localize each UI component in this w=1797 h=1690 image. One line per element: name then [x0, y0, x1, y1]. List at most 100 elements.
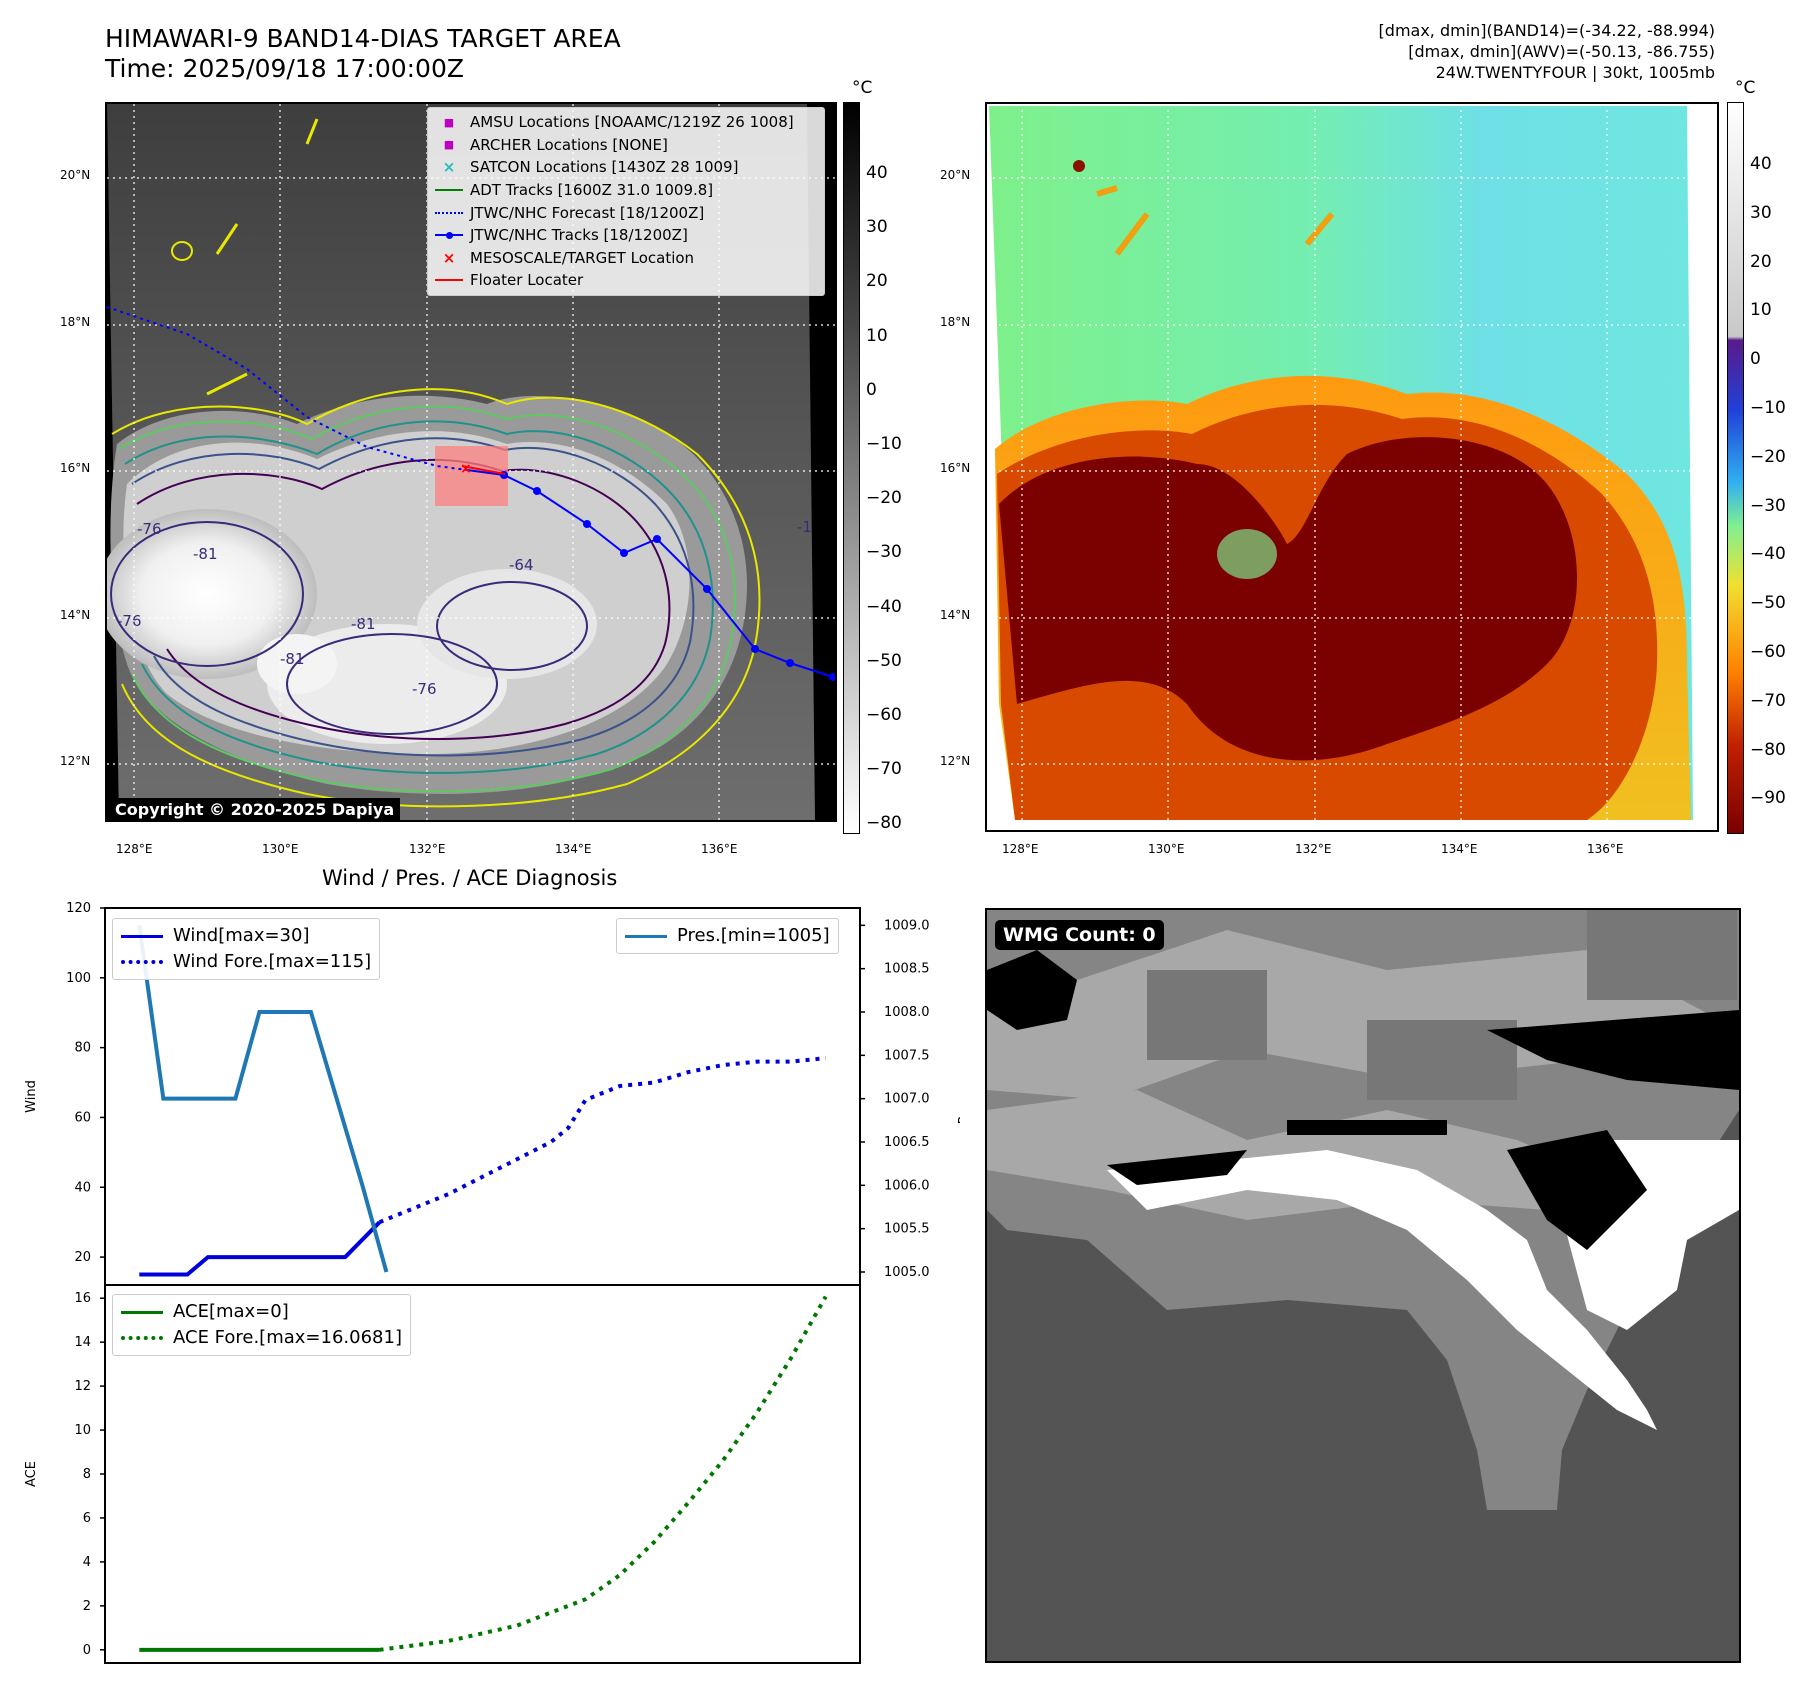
y-tick-label: 20: [74, 1250, 91, 1265]
lon-label: 134°E: [1441, 842, 1478, 856]
legend-item-ace: ACE[max=0]: [121, 1299, 402, 1325]
contour-label: -81: [351, 615, 376, 633]
y-tick-label: 8: [83, 1467, 91, 1482]
square-marker-icon: ■: [443, 138, 455, 152]
line-marker-icon: [428, 279, 470, 282]
legend-label: Pres.[min=1005]: [677, 925, 830, 946]
pressure-legend: Pres.[min=1005]: [616, 918, 839, 954]
awv-range: [dmax, dmin](AWV)=(-50.13, -86.755): [1408, 42, 1715, 61]
legend-item-wind: Wind[max=30]: [121, 923, 371, 949]
colorbar-tick: 30: [1750, 202, 1772, 223]
y2-tick-label: 1005.0: [884, 1265, 930, 1280]
svg-text:×: ×: [460, 461, 472, 477]
y2-tick-label: 1006.5: [884, 1135, 930, 1150]
ir-colorbar: [843, 102, 860, 834]
line-marker-icon: [625, 934, 667, 938]
colorbar-tick: 40: [1750, 154, 1772, 174]
wmg-image: [987, 910, 1739, 1510]
y2-tick-label: 1008.5: [884, 962, 930, 977]
legend-item-adt: ADT Tracks [1600Z 31.0 1009.8]: [428, 179, 824, 202]
series-line: [379, 1295, 828, 1652]
series-line: [139, 1220, 381, 1277]
dotted-line-icon: [428, 211, 470, 214]
x-marker-icon: ×: [442, 158, 456, 177]
lat-label: 16°N: [940, 461, 971, 475]
diagnosis-chart: 204060801001201005.01005.51006.01006.510…: [24, 901, 960, 1664]
y2-axis-label: Pressure: [957, 1069, 960, 1125]
y-tick-label: 120: [66, 901, 91, 916]
copyright-badge: Copyright © 2020-2025 Dapiya: [109, 798, 401, 820]
band14-range: [dmax, dmin](BAND14)=(-34.22, -88.994): [1378, 21, 1715, 40]
series-line: [378, 1056, 826, 1225]
lat-label: 14°N: [940, 608, 971, 622]
legend-label: Floater Locater: [470, 271, 584, 290]
lat-label: 18°N: [60, 315, 91, 329]
colorbar-unit: °C: [852, 78, 873, 98]
lat-label: 16°N: [60, 461, 91, 475]
lat-label: 14°N: [60, 608, 91, 622]
colorbar-tick: −30: [866, 542, 902, 563]
legend-label: SATCON Locations [1430Z 28 1009]: [470, 158, 739, 177]
y-tick-label: 40: [74, 1180, 91, 1195]
colorbar-tick: −40: [1750, 544, 1786, 565]
legend-label: JTWC/NHC Tracks [18/1200Z]: [470, 226, 688, 245]
contour-label: -76: [412, 680, 437, 698]
awv-colorbar-ticks: 40 30 20 10 0 −10 −20 −30 −40 −50 −60 −7…: [1750, 140, 1786, 823]
wmg-count-badge: WMG Count: 0: [995, 920, 1164, 950]
y-axis-label: ACE: [24, 1461, 39, 1487]
colorbar-tick: 20: [1750, 251, 1772, 272]
lon-label: 128°E: [116, 842, 153, 856]
legend-item-archer: ■ ARCHER Locations [NONE]: [428, 134, 824, 157]
lat-label: 20°N: [940, 168, 971, 182]
legend-label: MESOSCALE/TARGET Location: [470, 248, 695, 267]
legend-item-floater: Floater Locater: [428, 269, 824, 292]
colorbar-tick: 10: [866, 325, 888, 346]
y2-tick-label: 1009.0: [884, 918, 930, 933]
storm-info: 24W.TWENTYFOUR | 30kt, 1005mb: [1435, 63, 1715, 82]
line-marker-icon: [428, 189, 470, 192]
y-tick-label: 0: [83, 1643, 91, 1658]
colorbar-tick: −80: [1750, 739, 1786, 760]
y2-tick-label: 1007.5: [884, 1048, 930, 1063]
colorbar-tick: −70: [1750, 690, 1786, 711]
y-axis-label: Wind: [24, 1080, 39, 1113]
ir-colorbar-ticks: 40 30 20 10 0 −10 −20 −30 −40 −50 −60 −7…: [866, 146, 902, 851]
colorbar-tick: −50: [866, 650, 902, 671]
y-tick-label: 16: [74, 1291, 91, 1306]
wind-pressure-panel: 20 40 60 80 100 120 1005.0 1005.5 1006.0 1006.5 10…: [24, 901, 960, 1286]
legend-label: ACE[max=0]: [173, 1301, 289, 1322]
colorbar-tick: 30: [866, 217, 888, 238]
colorbar-tick: 0: [1750, 349, 1761, 370]
lon-label: 132°E: [1295, 842, 1332, 856]
lat-label: 18°N: [940, 315, 971, 329]
y-tick-label: 2: [83, 1599, 91, 1614]
colorbar-tick: −50: [1750, 593, 1786, 614]
legend-label: Wind Fore.[max=115]: [173, 951, 372, 972]
legend-item-wind-forecast: Wind Fore.[max=115]: [121, 949, 371, 975]
contour-label: -81: [193, 545, 218, 563]
dotted-line-icon: [121, 1336, 163, 1340]
lon-label: 136°E: [701, 842, 738, 856]
lat-label: 20°N: [60, 168, 91, 182]
colorbar-tick: −20: [866, 488, 902, 509]
colorbar-tick: −20: [1750, 446, 1786, 467]
contour-label: -76: [117, 612, 142, 630]
contour-label: -64: [509, 556, 534, 574]
colorbar-tick: 10: [1750, 300, 1772, 321]
colorbar-unit: °C: [1735, 78, 1756, 98]
lon-label: 130°E: [262, 842, 299, 856]
legend-item-amsu: ■ AMSU Locations [NOAAMC/1219Z 26 1008]: [428, 111, 824, 134]
legend-item-tracks: JTWC/NHC Tracks [18/1200Z]: [428, 224, 824, 247]
y-tick-label: 60: [74, 1110, 91, 1125]
contour-label: -1: [797, 518, 812, 536]
lat-label: 12°N: [940, 754, 971, 768]
y-tick-label: 6: [83, 1511, 91, 1526]
diagnosis-title: Wind / Pres. / ACE Diagnosis: [322, 866, 618, 890]
colorbar-tick: −60: [866, 705, 902, 726]
legend-label: ADT Tracks [1600Z 31.0 1009.8]: [470, 181, 714, 200]
ace-legend: ACE[max=0] ACE Fore.[max=16.0681]: [112, 1294, 411, 1356]
y2-tick-label: 1005.5: [884, 1222, 930, 1237]
colorbar-tick: 0: [866, 379, 877, 400]
awv-map: [985, 102, 1719, 832]
lon-label: 134°E: [555, 842, 592, 856]
